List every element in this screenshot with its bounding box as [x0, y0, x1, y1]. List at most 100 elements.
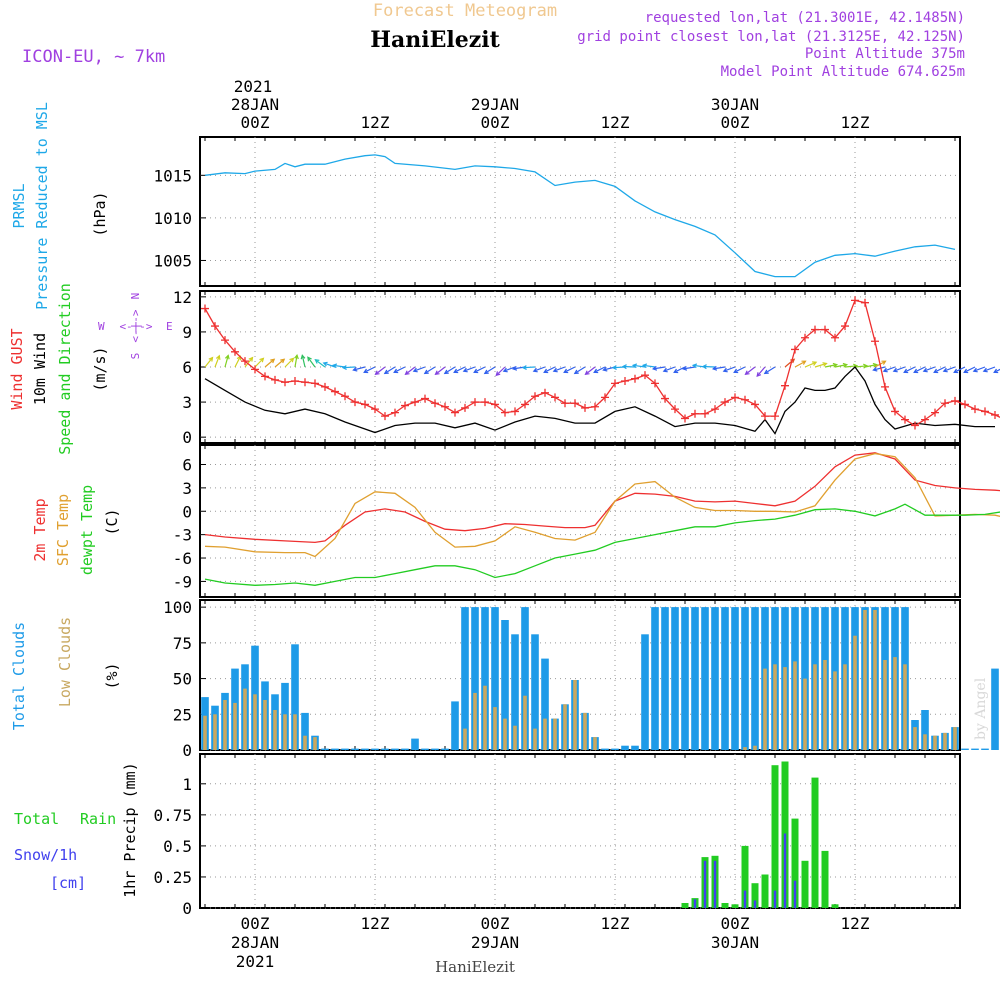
wind-arrow [224, 355, 229, 368]
gust-marker [741, 395, 749, 404]
low-cloud-bar [213, 714, 217, 750]
rain-bar [731, 904, 739, 908]
wind-10m-label: 10m Wind [31, 333, 49, 405]
gust-marker [421, 394, 429, 403]
wind-arrow-head [300, 354, 306, 360]
gust-marker [951, 396, 959, 405]
gust-marker [921, 415, 929, 424]
low-cloud-bar [853, 635, 857, 750]
wind-unit-label: (m/s) [91, 346, 109, 391]
low-cloud-bar [503, 718, 507, 750]
gust-marker [731, 393, 739, 402]
total-cloud-bar [341, 748, 349, 750]
wind-arrow [342, 366, 356, 369]
total-cloud-bar [981, 748, 989, 750]
y-tick-label: 6 [182, 455, 192, 474]
wind-arrow-head [521, 365, 527, 370]
wind-arrow [315, 359, 326, 368]
y-tick-label: 0.25 [153, 868, 192, 887]
top-tick-label: 12Z [601, 113, 630, 132]
credit-watermark: by Angel [973, 677, 989, 740]
low-cloud-bar [263, 700, 267, 750]
model-point-altitude: Model Point Altitude 674.625m [721, 64, 965, 80]
wind-arrow-head [611, 365, 617, 370]
rain-bar [761, 874, 769, 908]
rain-bar [811, 777, 819, 908]
wind-arrow-head [374, 370, 380, 376]
wind-arrow [503, 366, 516, 372]
gust-marker [591, 402, 599, 411]
total-cloud-bar [411, 738, 419, 750]
gust-marker [971, 405, 979, 414]
y-tick-label: 1005 [153, 251, 192, 270]
top-tick-label: 12Z [361, 113, 390, 132]
wind-arrow [553, 366, 566, 372]
wind-arrow-head [993, 368, 999, 374]
y-tick-label: 0 [182, 741, 192, 760]
bottom-tick-label: 00Z [721, 914, 750, 933]
wind-arrow-head [882, 367, 888, 373]
low-cloud-bar [773, 664, 777, 750]
wind-arrow [824, 364, 837, 368]
rain-bar [741, 845, 749, 908]
y-tick-label: -6 [173, 549, 192, 568]
wind-arrow [444, 366, 456, 374]
closest-gridpoint: grid point closest lon,lat (21.3125E, 42… [577, 29, 965, 45]
gust-marker [351, 398, 359, 407]
gust-marker [311, 379, 319, 388]
total-cloud-bar [801, 607, 809, 750]
bottom-tick-label: 00Z [481, 914, 510, 933]
wind-arrow-head [483, 369, 489, 375]
wind-arrow-head [322, 361, 328, 367]
total-cloud-bar [381, 748, 389, 750]
total-clouds-label: Total Clouds [10, 622, 28, 730]
wind-arrow-head [641, 363, 648, 369]
low-cloud-bar [243, 688, 247, 750]
gust-marker [251, 365, 259, 374]
wind-arrow [873, 366, 886, 371]
wind-arrow-head [404, 370, 410, 376]
bottom-year-label: 2021 [236, 952, 275, 971]
wind-arrow-head [383, 369, 389, 375]
gust-marker [431, 399, 439, 408]
wind-arrow-head [872, 366, 878, 372]
total-cloud-bar [331, 748, 339, 750]
wind-arrow [893, 366, 906, 372]
wind-arrow [301, 355, 306, 368]
low-cloud-bar [893, 657, 897, 750]
low-cloud-bar [593, 737, 597, 750]
wind-arrow-head [691, 363, 698, 369]
wind-arrow-head [224, 354, 230, 360]
total-cloud-bar [691, 607, 699, 750]
wind-arrow-head [972, 367, 978, 373]
total-cloud-bar [741, 607, 749, 750]
snow-bar [773, 890, 777, 908]
gust-marker [791, 345, 799, 354]
gust-marker [801, 333, 809, 342]
gust-marker [691, 409, 699, 418]
y-tick-label: 0 [182, 428, 192, 447]
point-altitude: Point Altitude 375m [805, 46, 965, 62]
total-cloud-bar [301, 712, 309, 750]
wind-arrow-head [722, 367, 728, 373]
gust-marker [401, 401, 409, 410]
rain-bar [821, 850, 829, 908]
wind-arrow-head [341, 365, 347, 370]
total-cloud-bar [451, 701, 459, 750]
wind-arrow [307, 356, 316, 368]
y-tick-label: 3 [182, 393, 192, 412]
wind-arrow [633, 364, 646, 368]
gust-marker [611, 379, 619, 388]
total-cloud-bar [681, 607, 689, 750]
wind-arrow [723, 366, 736, 372]
y-tick-label: 25 [173, 705, 192, 724]
wind-arrow-head [473, 368, 479, 374]
wind-arrow [495, 366, 506, 376]
rain-bar [681, 903, 689, 908]
gust-marker [901, 415, 909, 424]
wind-arrow [463, 366, 476, 372]
rain-bar [771, 765, 779, 908]
wind-arrow-head [602, 366, 608, 372]
gust-marker [681, 414, 689, 423]
total-cloud-bar [481, 607, 489, 750]
